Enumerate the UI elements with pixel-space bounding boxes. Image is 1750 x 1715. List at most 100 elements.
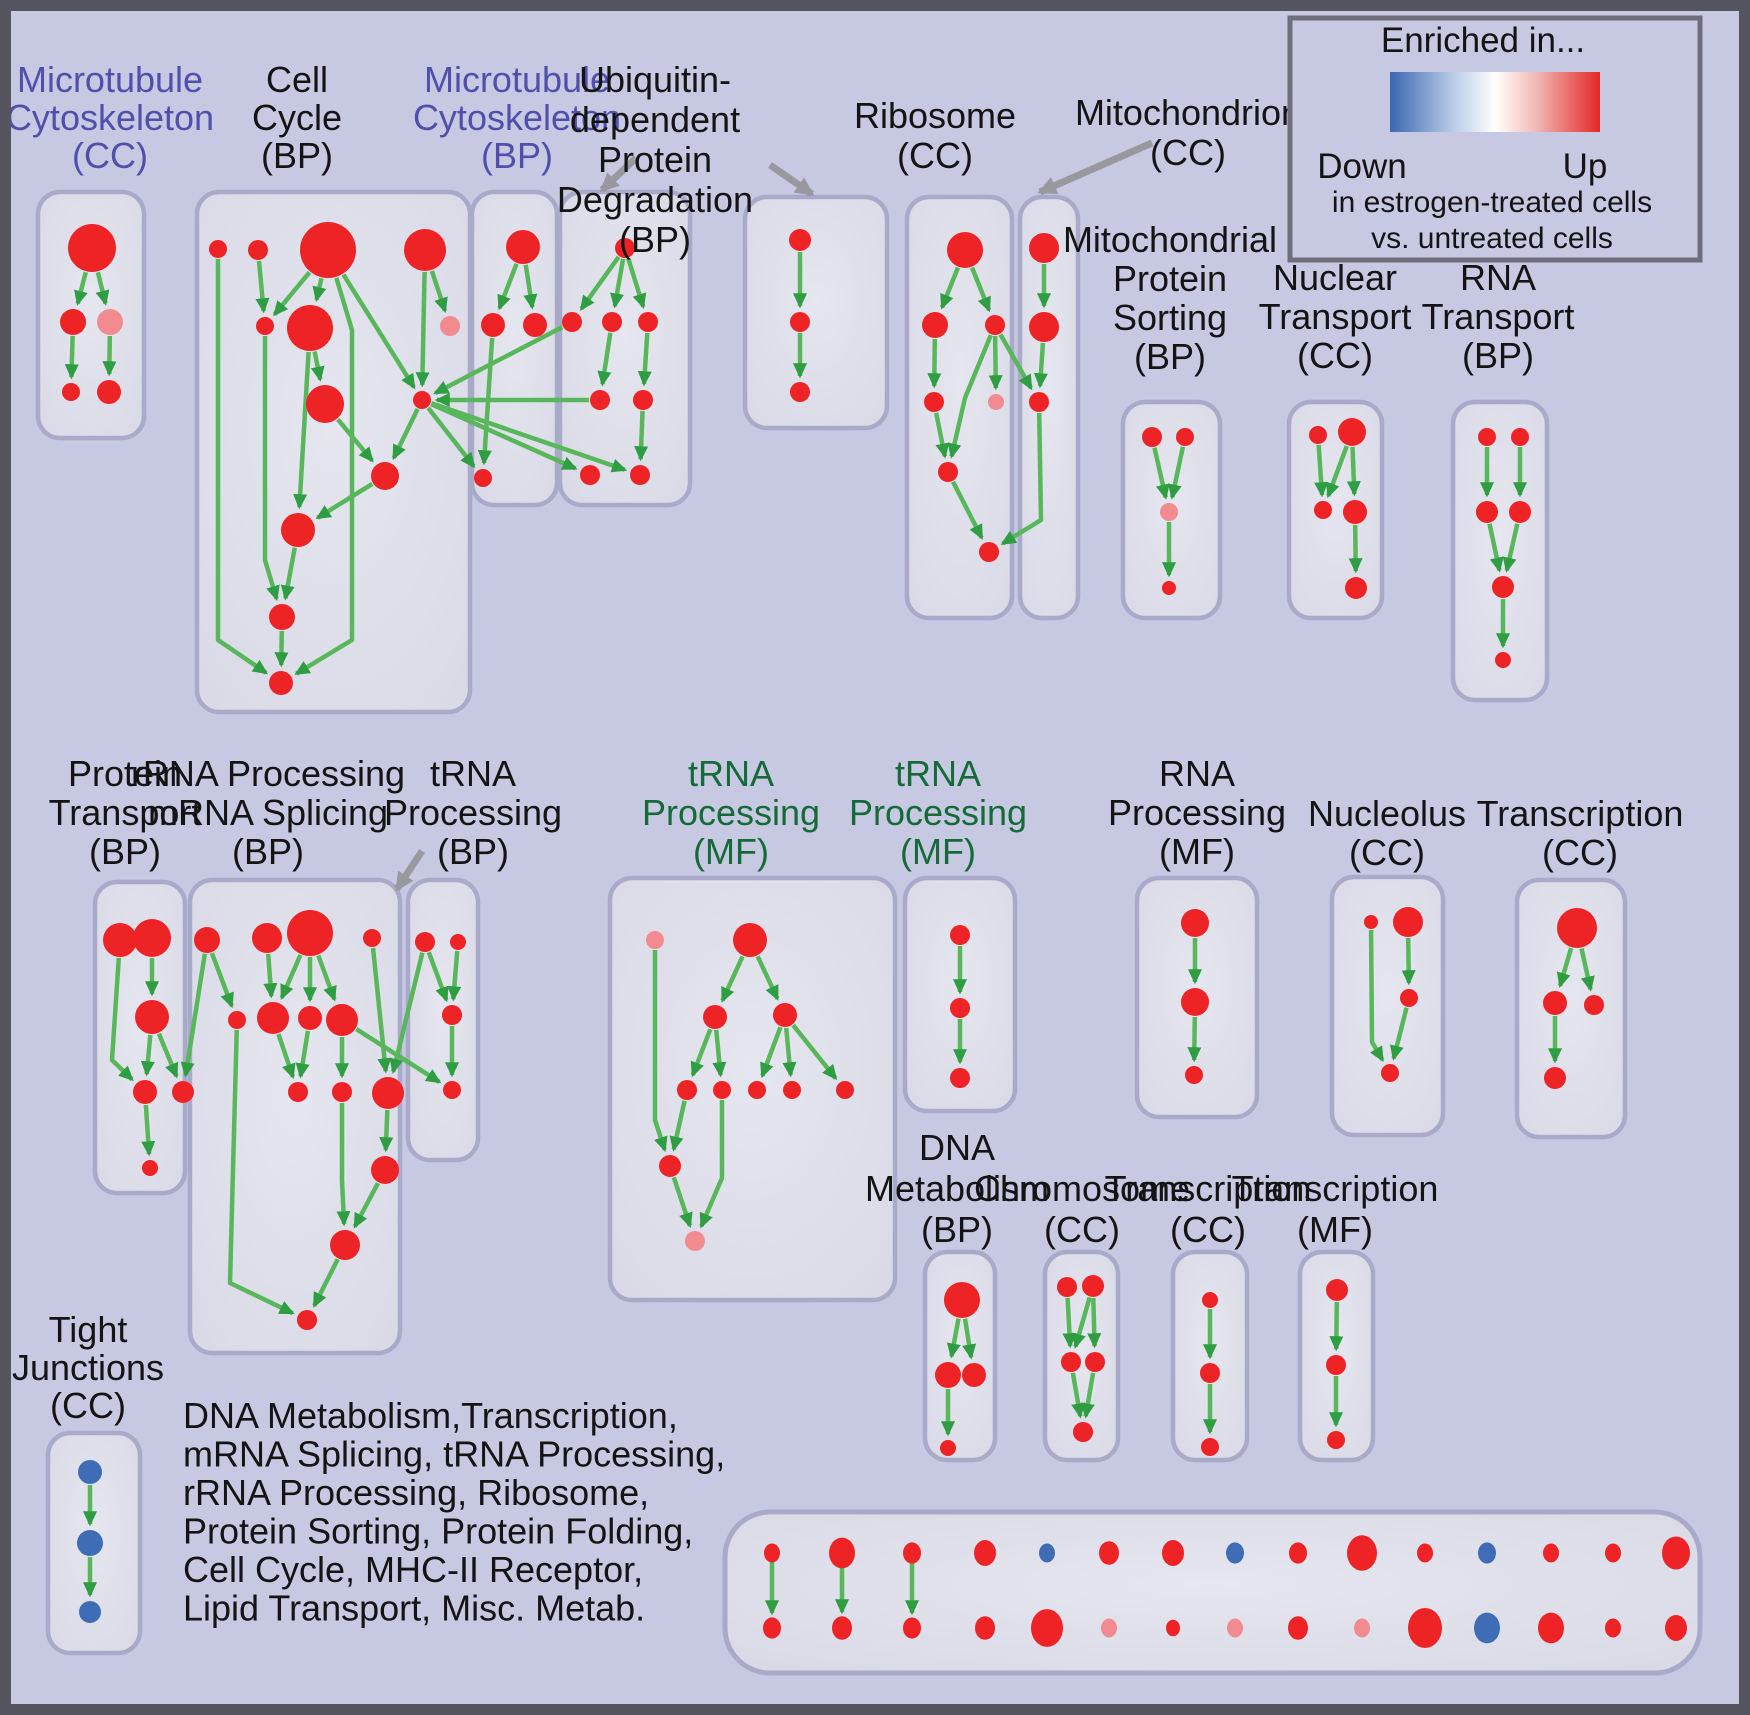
go-term-node <box>944 1282 980 1318</box>
edge-arrow <box>939 266 961 310</box>
go-term-node <box>832 1616 852 1640</box>
cluster-label-rna-trans: Transport <box>1422 296 1575 337</box>
cluster-label-nuc-trans: (CC) <box>1297 335 1373 376</box>
cluster-box-trna-bp <box>405 877 481 1163</box>
edge-arrow <box>690 1028 713 1078</box>
go-term-node <box>1511 428 1529 446</box>
go-term-node <box>630 465 650 485</box>
go-term-node <box>62 383 80 401</box>
edge-arrow <box>272 270 312 317</box>
edge-arrow <box>1368 929 1385 1063</box>
cluster-label-rrna: mRNA Splicing <box>148 792 388 833</box>
go-term-node <box>1166 1619 1180 1637</box>
note-text-line: DNA Metabolism,Transcription, <box>183 1395 678 1436</box>
go-term-node <box>1029 233 1059 263</box>
go-term-node <box>659 1155 681 1177</box>
edge-arrow <box>415 271 430 388</box>
edge-arrow <box>1072 1296 1092 1349</box>
go-term-node <box>1584 995 1604 1015</box>
edges-layer <box>64 139 1595 1616</box>
go-term-node <box>371 1156 399 1184</box>
go-term-node <box>269 671 293 695</box>
edge-arrow <box>370 947 392 1074</box>
go-term-node <box>1543 991 1567 1015</box>
go-term-node <box>1662 1536 1690 1570</box>
go-term-node <box>97 380 121 404</box>
callout-arrow-mitochondrion <box>1037 139 1154 196</box>
go-term-node <box>506 230 540 264</box>
edge-arrow <box>652 950 668 1153</box>
nodes-layer <box>60 222 1690 1649</box>
go-term-node <box>677 1080 697 1100</box>
cluster-label-dna-met: (BP) <box>921 1209 993 1250</box>
edge-arrow <box>102 335 117 377</box>
cluster-label-mito-sort: Mitochondrial <box>1063 219 1277 260</box>
edge-arrow <box>74 271 88 306</box>
go-term-node <box>1478 428 1496 446</box>
edge-arrow <box>712 1029 727 1078</box>
cluster-label-trans-mf: Transcription <box>1232 1168 1439 1209</box>
edge-arrow <box>391 408 420 461</box>
go-term-node <box>1509 501 1531 523</box>
go-term-node <box>298 1006 322 1030</box>
go-term-node <box>78 1460 102 1484</box>
edge-arrow <box>1062 1297 1077 1349</box>
go-term-node <box>1314 501 1332 519</box>
cluster-label-mito-sort: (BP) <box>1134 336 1206 377</box>
edge-arrow <box>1070 1372 1086 1419</box>
edge-arrow <box>1033 342 1048 389</box>
edge-arrow <box>141 1104 156 1157</box>
go-term-node <box>1665 1615 1687 1641</box>
edge-arrow <box>295 1030 311 1079</box>
edge-arrow <box>1326 445 1349 499</box>
cluster-box-ubiq1 <box>557 189 693 508</box>
edge-arrow <box>927 338 942 389</box>
legend-box <box>1287 15 1703 263</box>
cluster-label-mito-sort: Sorting <box>1113 297 1227 338</box>
callout-arrow-trna-bp <box>394 849 425 892</box>
cluster-label-trans-cc2: Transcription <box>1477 793 1684 834</box>
cluster-label-rna-proc: Processing <box>1108 792 1286 833</box>
go-term-node <box>248 240 268 260</box>
go-term-node <box>763 1617 781 1639</box>
cluster-label-cell-cycle: Cell <box>266 59 328 100</box>
go-term-node <box>135 1000 169 1034</box>
edge-arrow <box>336 417 374 463</box>
go-term-node <box>1289 1542 1307 1564</box>
cluster-box-trans-cc2 <box>1514 877 1628 1140</box>
go-term-node <box>1327 1431 1345 1449</box>
edge-arrow <box>430 401 628 473</box>
go-term-node <box>363 929 381 947</box>
go-term-node <box>297 1310 317 1330</box>
go-term-node <box>1181 909 1209 937</box>
callout-arrow-ubiquitin-left <box>599 155 639 193</box>
note-text-line: Lipid Transport, Misc. Metab. <box>183 1588 645 1629</box>
cluster-box-chromosome <box>1042 1249 1121 1463</box>
go-term-node <box>790 382 810 402</box>
edge-arrow <box>1579 948 1595 992</box>
cluster-label-prot-trans: Transport <box>49 792 202 833</box>
go-term-node <box>790 312 810 332</box>
go-term-node <box>1543 1543 1559 1563</box>
go-term-node <box>1185 1066 1203 1084</box>
go-term-node <box>474 469 492 487</box>
edge-arrow <box>962 1318 977 1360</box>
cluster-label-mito: Mitochondrion <box>1075 92 1301 133</box>
go-term-node <box>988 394 1004 410</box>
cluster-label-ubiq1: Degradation <box>557 179 753 220</box>
edge-arrow <box>1187 1016 1202 1063</box>
misc-terms-strip-box <box>722 1509 1703 1676</box>
go-term-node <box>962 1363 986 1387</box>
edge-arrow <box>341 273 416 390</box>
go-term-node <box>947 232 983 268</box>
go-term-node <box>975 1616 995 1640</box>
cluster-label-ubiq1: Protein <box>598 139 712 180</box>
cluster-label-cell-cycle: Cycle <box>252 97 342 138</box>
go-term-node <box>194 927 220 953</box>
go-term-node <box>300 222 356 278</box>
edge-arrow <box>1487 523 1504 573</box>
go-term-node <box>281 513 315 547</box>
go-term-node <box>443 1081 461 1099</box>
